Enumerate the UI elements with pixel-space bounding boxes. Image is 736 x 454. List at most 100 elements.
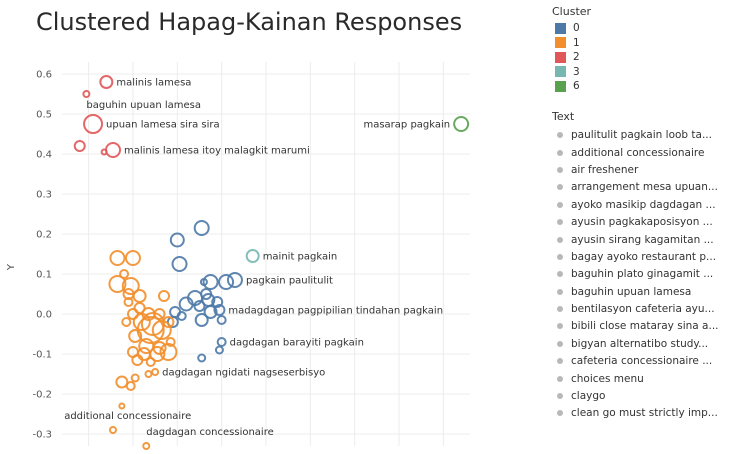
legend-label: bentilasyon cafeteria ayu... (571, 303, 715, 316)
point-cluster-0[interactable] (178, 296, 194, 312)
legend-label: 1 (573, 36, 580, 49)
point-cluster-1[interactable] (142, 442, 151, 450)
point-cluster-1[interactable] (118, 402, 126, 410)
scatter-plot: 0.6 0.5 0.4 0.3 0.2 0.1 0.0 -0.1 -0.2 -0.3 Y mali… (6, 62, 470, 450)
legend-dot (557, 375, 563, 382)
point-cluster-1[interactable] (115, 375, 129, 389)
legend-item-cluster[interactable]: 6 (552, 79, 736, 94)
point-cluster-1[interactable] (145, 357, 156, 367)
point-cluster-1[interactable] (165, 337, 176, 347)
point-cluster-1[interactable] (144, 370, 153, 378)
legend-swatch (555, 80, 566, 92)
legend-item-text[interactable]: paulitulit pagkain loob ta... (552, 127, 736, 144)
legend-item-text[interactable]: clean go must strictly imp... (552, 405, 736, 422)
point-cluster-6[interactable] (453, 116, 470, 132)
point-cluster-0[interactable] (203, 305, 218, 319)
legend-item-cluster[interactable]: 0 (552, 21, 736, 36)
legend-item-text[interactable]: air freshener (552, 161, 736, 178)
point-cluster-0[interactable] (166, 316, 179, 328)
point-cluster-1[interactable] (124, 250, 141, 266)
legend-label: bigyan alternatibo study... (571, 337, 709, 350)
point-cluster-0[interactable] (197, 353, 207, 363)
point-cluster-0[interactable] (226, 272, 243, 288)
point-cluster-2[interactable] (82, 90, 91, 98)
legend-dot (557, 201, 563, 208)
point-cluster-1[interactable] (121, 317, 132, 327)
legend-item-text[interactable]: cafeteria concessionaire ... (552, 353, 736, 370)
legend-label: air freshener (571, 163, 639, 176)
point-cluster-0[interactable] (214, 345, 224, 355)
point-cluster-1[interactable] (123, 297, 134, 307)
point-label: malinis lamesa itoy malagkit marumi (124, 146, 310, 157)
legend-item-text[interactable]: choices menu (552, 370, 736, 387)
legend-item-cluster[interactable]: 3 (552, 65, 736, 80)
annotation-label: baguhin upuan lamesa (86, 100, 201, 111)
legend-item-text[interactable]: bentilasyon cafeteria ayu... (552, 300, 736, 317)
point-cluster-0[interactable] (194, 313, 209, 327)
legend-item-text[interactable]: ayoko masikip dagdagan ... (552, 196, 736, 213)
point-cluster-0[interactable] (216, 337, 227, 347)
legend-label: ayusin pagkakaposisyon ... (571, 216, 713, 229)
point-cluster-1[interactable] (131, 354, 144, 366)
point-cluster-2[interactable] (73, 140, 86, 152)
point-cluster-0[interactable] (169, 232, 185, 248)
y-tick-label: -0.1 (32, 350, 52, 361)
point-cluster-1[interactable] (109, 250, 126, 266)
point-cluster-1[interactable] (121, 277, 140, 295)
point-cluster-0[interactable] (193, 220, 210, 236)
legend-swatch (555, 22, 566, 34)
legend-item-cluster[interactable]: 1 (552, 36, 736, 51)
legend-item-text[interactable]: ayusin pagkakaposisyon ... (552, 213, 736, 230)
point-cluster-0[interactable] (216, 315, 227, 325)
point-cluster-1[interactable] (128, 329, 143, 343)
legend-label: 0 (573, 22, 580, 35)
annotation-label: dagdagan concessionaire (146, 427, 274, 438)
point-cluster-1[interactable] (151, 368, 160, 376)
point-cluster-1[interactable] (162, 316, 175, 328)
legend-item-text[interactable]: baguhin upuan lamesa (552, 283, 736, 300)
legend-item-text[interactable]: baguhin plato ginagamit ... (552, 266, 736, 283)
point-cluster-1[interactable] (158, 290, 170, 302)
point-cluster-2[interactable] (83, 114, 104, 134)
point-cluster-1[interactable] (109, 426, 117, 434)
legend-label: claygo (571, 390, 606, 403)
legend-item-cluster[interactable]: 2 (552, 50, 736, 65)
point-cluster-0[interactable] (202, 274, 219, 290)
point-cluster-2[interactable] (99, 75, 114, 89)
y-tick-label: -0.3 (32, 430, 52, 441)
point-cluster-1[interactable] (108, 275, 127, 293)
point-cluster-0[interactable] (213, 304, 226, 316)
point-cluster-1[interactable] (151, 320, 172, 340)
point-cluster-1[interactable] (125, 381, 136, 391)
legend-swatch (555, 37, 566, 49)
point-cluster-1[interactable] (149, 346, 166, 362)
point-cluster-0[interactable] (176, 311, 187, 321)
point-cluster-0[interactable] (199, 278, 208, 286)
legend-item-text[interactable]: bigyan alternatibo study... (552, 335, 736, 352)
legend-item-text[interactable]: arrangement mesa upuan... (552, 179, 736, 196)
point-cluster-0[interactable] (171, 256, 188, 272)
point-cluster-1[interactable] (133, 302, 146, 314)
legend-dot (557, 149, 563, 156)
y-tick-label: 0.2 (36, 230, 52, 241)
legend-item-text[interactable]: claygo (552, 387, 736, 404)
legend-label: 3 (573, 65, 580, 78)
point-cluster-0[interactable] (218, 274, 235, 290)
point-cluster-0[interactable] (193, 300, 206, 312)
point-cluster-0[interactable] (211, 296, 224, 308)
point-cluster-3[interactable] (245, 249, 260, 263)
point-cluster-1[interactable] (130, 373, 140, 383)
grid-lines (62, 62, 470, 446)
point-cluster-1[interactable] (159, 343, 178, 361)
legend-item-text[interactable]: bagay ayoko restaurant p... (552, 248, 736, 265)
legend-item-text[interactable]: additional concessionaire (552, 144, 736, 161)
y-tick-label: 0.4 (36, 150, 52, 161)
legend-item-text[interactable]: ayusin sirang kagamitan ... (552, 231, 736, 248)
legend-swatch (555, 66, 566, 78)
point-cluster-1[interactable] (132, 313, 151, 331)
point-label: upuan lamesa sira sira (106, 120, 220, 131)
legend-item-text[interactable]: bibili close mataray sina a... (552, 318, 736, 335)
point-cluster-1[interactable] (132, 289, 147, 303)
point-cluster-2[interactable] (105, 142, 121, 158)
